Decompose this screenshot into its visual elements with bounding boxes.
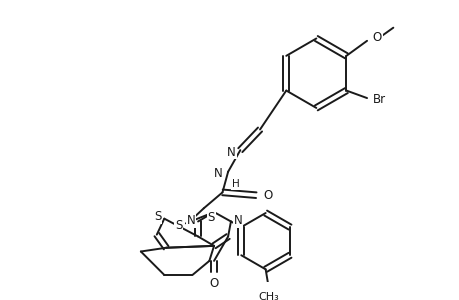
Text: S: S <box>154 210 161 223</box>
Text: CH₃: CH₃ <box>257 292 278 300</box>
Text: N: N <box>226 146 235 158</box>
Text: N: N <box>213 167 222 180</box>
Text: O: O <box>263 189 273 202</box>
Text: O: O <box>209 277 218 290</box>
Text: S: S <box>207 211 214 224</box>
Text: N: N <box>233 214 242 227</box>
Text: Br: Br <box>372 93 385 106</box>
Text: S: S <box>174 219 182 232</box>
Text: O: O <box>372 31 381 44</box>
Text: N: N <box>186 214 195 227</box>
Text: H: H <box>231 179 239 189</box>
